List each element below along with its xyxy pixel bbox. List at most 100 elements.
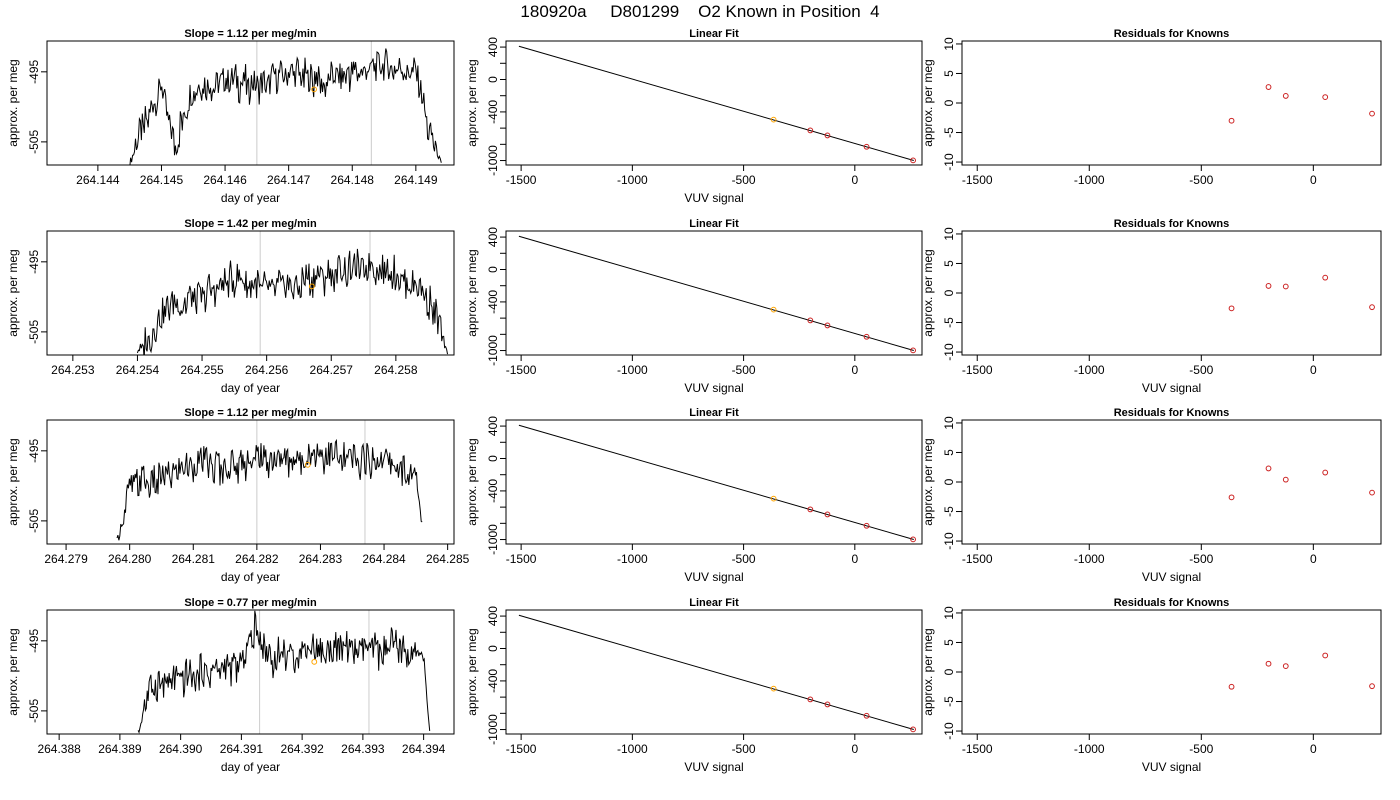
panel-title: Residuals for Knowns bbox=[1114, 597, 1230, 609]
panel-title: Linear Fit bbox=[689, 407, 739, 419]
chart-panel: Residuals for Knowns -1500 -1000 -500 0 10 5 0 -… bbox=[921, 218, 1382, 395]
y-axis-label: approx. per meg bbox=[921, 628, 935, 715]
data-point bbox=[1265, 84, 1272, 90]
x-tick-label: -1000 bbox=[617, 363, 648, 377]
data-point bbox=[1228, 117, 1235, 124]
plot-area bbox=[1228, 274, 1375, 312]
y-tick-label: 10 bbox=[942, 606, 956, 620]
data-point bbox=[304, 461, 311, 468]
data-point bbox=[1265, 283, 1272, 289]
x-tick-label: 0 bbox=[1310, 742, 1317, 756]
y-tick-label: 400 bbox=[486, 37, 500, 57]
y-tick-label: -1000 bbox=[486, 714, 500, 745]
plot-area bbox=[518, 424, 917, 543]
y-tick-label: 400 bbox=[486, 606, 500, 626]
y-tick-label: -5 bbox=[942, 317, 956, 328]
x-tick-label: -500 bbox=[1189, 363, 1213, 377]
fit-line bbox=[518, 614, 914, 731]
plot-frame bbox=[961, 40, 1382, 166]
data-point bbox=[1369, 110, 1375, 117]
data-point bbox=[1228, 494, 1235, 501]
x-tick-label: 264.391 bbox=[220, 742, 264, 756]
y-tick-label: 0 bbox=[486, 266, 500, 273]
x-tick-label: 264.279 bbox=[44, 552, 88, 566]
data-point bbox=[1322, 652, 1329, 659]
y-axis-label: approx. per meg bbox=[921, 249, 935, 336]
plot-frame bbox=[46, 419, 455, 545]
x-tick-label: 264.253 bbox=[51, 363, 95, 377]
data-point bbox=[1265, 465, 1272, 472]
x-tick-label: 264.256 bbox=[245, 363, 289, 377]
chart-panel: Slope = 1.12 per meg/min 264.144 264.145 26… bbox=[6, 28, 455, 205]
plot-frame bbox=[961, 419, 1382, 545]
y-tick-label: -10 bbox=[942, 532, 956, 550]
x-tick-label: 0 bbox=[1310, 363, 1317, 377]
data-point bbox=[807, 696, 814, 703]
y-axis-label: approx. per meg bbox=[6, 438, 20, 525]
x-tick-label: -1000 bbox=[617, 742, 648, 756]
x-tick-label: -1500 bbox=[962, 552, 993, 566]
x-tick-label: 264.388 bbox=[37, 742, 81, 756]
x-tick-label: 0 bbox=[1310, 552, 1317, 566]
plot-frame bbox=[505, 609, 923, 735]
x-tick-label: 0 bbox=[851, 552, 858, 566]
data-point bbox=[1282, 283, 1289, 290]
y-tick-label: -1000 bbox=[486, 335, 500, 366]
panel-title: Slope = 0.77 per meg/min bbox=[184, 597, 317, 609]
plot-area bbox=[518, 45, 917, 164]
x-tick-label: 264.148 bbox=[331, 173, 375, 187]
x-tick-label: -1000 bbox=[617, 173, 648, 187]
data-point bbox=[770, 495, 777, 502]
y-tick-label: -10 bbox=[942, 153, 956, 171]
x-axis-label: VUV signal bbox=[1142, 381, 1201, 395]
x-tick-label: 264.146 bbox=[203, 173, 247, 187]
data-point bbox=[863, 712, 870, 719]
chart-panel: Slope = 1.12 per meg/min 264.279 264.280 26… bbox=[6, 407, 470, 584]
y-axis-label: approx. per meg bbox=[6, 59, 20, 146]
x-tick-label: 264.284 bbox=[362, 552, 406, 566]
plot-frame bbox=[46, 609, 455, 735]
data-point bbox=[1369, 683, 1375, 690]
x-tick-label: -500 bbox=[1189, 552, 1213, 566]
x-tick-label: -1500 bbox=[506, 363, 537, 377]
plot-area bbox=[1228, 84, 1375, 124]
panel-title: Linear Fit bbox=[689, 28, 739, 40]
panel-title: Linear Fit bbox=[689, 597, 739, 609]
x-tick-label: -500 bbox=[732, 173, 756, 187]
y-tick-label: 10 bbox=[942, 416, 956, 430]
y-tick-label: 5 bbox=[942, 449, 956, 456]
data-point bbox=[910, 726, 917, 733]
y-tick-label: -495 bbox=[27, 249, 41, 273]
x-tick-label: -1500 bbox=[962, 363, 993, 377]
data-trace bbox=[129, 48, 442, 165]
x-axis-label: VUV signal bbox=[1142, 570, 1201, 584]
data-point bbox=[1322, 274, 1329, 281]
data-point bbox=[770, 306, 777, 313]
y-axis-label: approx. per meg bbox=[465, 628, 479, 715]
data-point bbox=[1369, 489, 1375, 496]
plot-frame bbox=[505, 419, 923, 545]
x-tick-label: 0 bbox=[1310, 173, 1317, 187]
data-point bbox=[1322, 469, 1329, 476]
x-tick-label: 0 bbox=[851, 363, 858, 377]
x-tick-label: 0 bbox=[851, 742, 858, 756]
chart-panel: Slope = 0.77 per meg/min 264.388 264.389 26… bbox=[6, 597, 455, 774]
figure-title: 180920a D801299 O2 Known in Position 4 bbox=[520, 2, 880, 21]
data-point bbox=[311, 658, 318, 665]
x-axis-label: VUV signal bbox=[684, 381, 743, 395]
y-axis-label: approx. per meg bbox=[6, 249, 20, 336]
y-tick-label: 0 bbox=[942, 99, 956, 106]
x-tick-label: 0 bbox=[851, 173, 858, 187]
x-tick-label: 264.147 bbox=[267, 173, 311, 187]
plot-frame bbox=[46, 230, 455, 356]
y-tick-label: 5 bbox=[942, 639, 956, 646]
y-tick-label: -505 bbox=[27, 130, 41, 154]
y-tick-label: 5 bbox=[942, 260, 956, 267]
x-tick-label: 264.258 bbox=[374, 363, 418, 377]
y-axis-label: approx. per meg bbox=[921, 438, 935, 525]
data-point bbox=[1282, 663, 1289, 669]
data-point bbox=[770, 116, 777, 123]
y-tick-label: -495 bbox=[27, 59, 41, 83]
plot-area bbox=[137, 610, 431, 734]
data-trace bbox=[136, 248, 448, 355]
